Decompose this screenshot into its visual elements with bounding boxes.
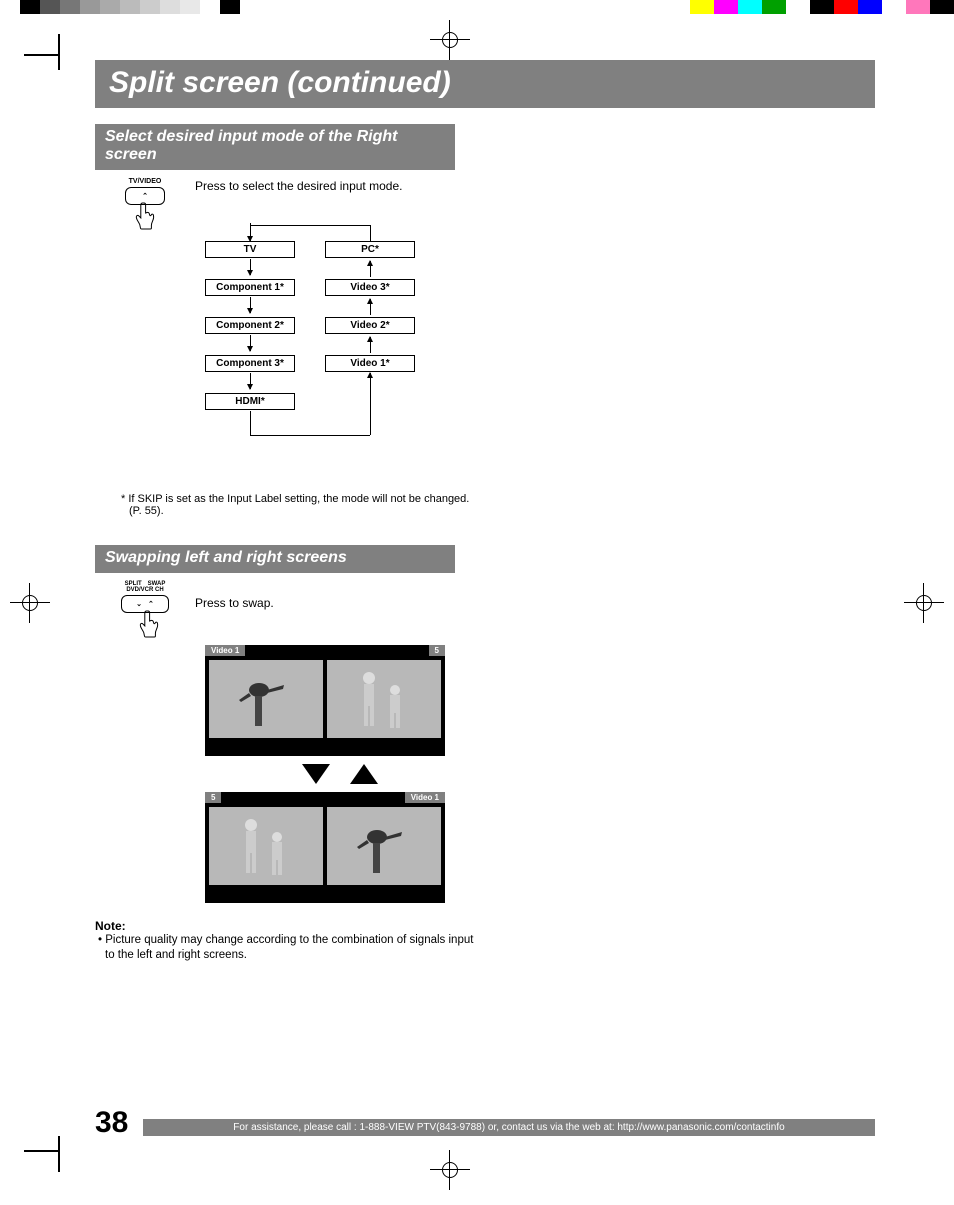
tv-frame-before: Video 1 5 [205, 645, 445, 756]
screenB-right-image [327, 807, 441, 885]
note-item: • Picture quality may change according t… [95, 933, 475, 963]
section2-heading: Swapping left and right screens [95, 545, 455, 573]
print-swatches-right [690, 0, 954, 14]
note-block: Note: • Picture quality may change accor… [95, 919, 475, 963]
screenA-right-image [327, 660, 441, 738]
screenB-right-label: Video 1 [405, 792, 445, 803]
flow-box-v2: Video 2* [325, 317, 415, 334]
print-swatches-left [0, 0, 260, 14]
section1-footnote: * If SKIP is set as the Input Label sett… [121, 493, 481, 517]
triangle-down-icon [302, 764, 330, 784]
screenA-right-label: 5 [429, 645, 445, 656]
flow-box-hdmi: HDMI* [205, 393, 295, 410]
hand-icon [133, 201, 157, 231]
tv-video-button-diagram: TV/VIDEO ⌃ [115, 178, 175, 231]
section1-heading: Select desired input mode of the Right s… [95, 124, 455, 170]
screenB-left-image [209, 807, 323, 885]
screenA-left-label: Video 1 [205, 645, 245, 656]
flow-box-comp3: Component 3* [205, 355, 295, 372]
flow-box-v1: Video 1* [325, 355, 415, 372]
page-content: Split screen (continued) Select desired … [95, 60, 875, 1140]
swap-button-diagram: SPLIT SWAP DVD/VCR CH ⌄⌃ [115, 581, 175, 639]
swap-diagram: Video 1 5 [205, 645, 475, 903]
crop-mark-bl [24, 1136, 60, 1172]
tv-frame-after: 5 Video 1 [205, 792, 445, 903]
swap-arrows [205, 764, 475, 784]
hand-icon [137, 609, 161, 639]
screenA-left-image [209, 660, 323, 738]
flow-box-tv: TV [205, 241, 295, 258]
note-heading: Note: [95, 919, 475, 933]
flow-box-comp1: Component 1* [205, 279, 295, 296]
registration-mark-right [904, 583, 944, 623]
flow-box-v3: Video 3* [325, 279, 415, 296]
registration-mark-top [430, 20, 470, 60]
screenB-left-label: 5 [205, 792, 221, 803]
dvd-vcr-label: DVD/VCR CH [115, 587, 175, 593]
section2-instruction: Press to swap. [195, 581, 475, 611]
flow-box-comp2: Component 2* [205, 317, 295, 334]
section1-instruction: Press to select the desired input mode. [195, 178, 475, 194]
registration-mark-bottom [430, 1150, 470, 1190]
crop-mark-tl [24, 34, 60, 70]
footer-assistance: For assistance, please call : 1-888-VIEW… [143, 1119, 875, 1136]
tv-video-label: TV/VIDEO [115, 178, 175, 185]
chapter-title: Split screen (continued) [95, 60, 875, 108]
input-flow-diagram: TV Component 1* Component 2* Component 3… [205, 241, 455, 481]
page-number: 38 [95, 1106, 128, 1140]
triangle-up-icon [350, 764, 378, 784]
flow-box-pc: PC* [325, 241, 415, 258]
registration-mark-left [10, 583, 50, 623]
